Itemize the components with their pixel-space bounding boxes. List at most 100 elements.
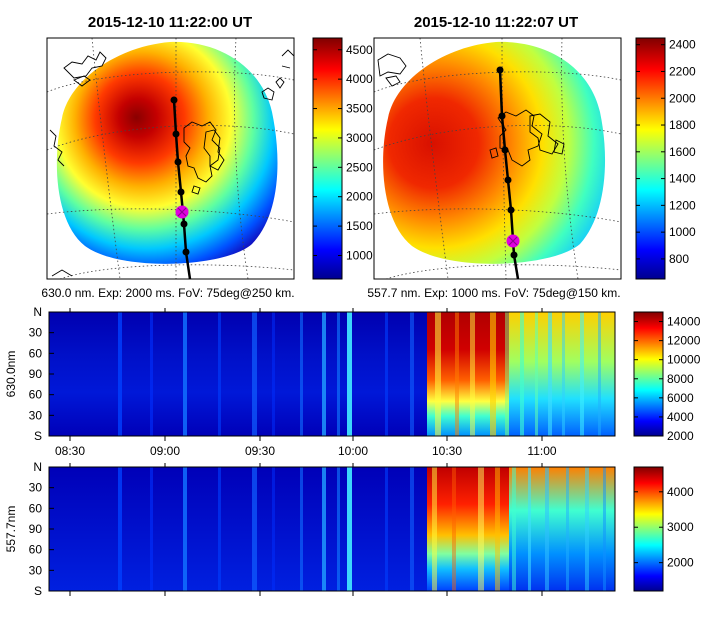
panel1-caption: 630.0 nm. Exp: 2000 ms. FoV: 75deg@250 k… <box>41 286 294 300</box>
keogram-stripe <box>535 312 538 436</box>
trajectory-point <box>177 188 185 196</box>
colorbar-tick-label: 2000 <box>669 91 696 105</box>
keogram-stripe <box>495 467 500 591</box>
keogram-630-ylabel: 630.0nm <box>4 351 18 398</box>
keogram-stripe <box>520 312 524 436</box>
keogram-ytick-label: 90 <box>29 522 43 536</box>
keogram-630-stripes <box>118 312 414 436</box>
keogram-stripe <box>252 467 257 591</box>
keogram-stripe <box>528 467 531 591</box>
keogram-ytick-label: N <box>33 305 42 319</box>
keogram-stripe <box>322 467 326 591</box>
keogram-xtick-label: 08:30 <box>55 444 85 458</box>
keogram-stripe <box>118 467 122 591</box>
keogram-stripe <box>218 467 221 591</box>
colorbar-tick-label: 1800 <box>669 118 696 132</box>
colorbar-tick-label: 2400 <box>669 38 696 52</box>
keogram-ytick-label: 60 <box>29 543 43 557</box>
keogram-557-active-tail <box>509 467 615 591</box>
trajectory-point <box>170 96 178 104</box>
keogram-stripe <box>322 312 326 436</box>
keogram-ytick-label: 30 <box>29 481 43 495</box>
trajectory-point <box>172 130 180 138</box>
keogram-ytick-label: 60 <box>29 346 43 360</box>
colorbar-tick-label: 6000 <box>667 391 694 405</box>
panel2-coastline <box>377 53 565 167</box>
keogram-ytick-label: S <box>34 429 42 443</box>
panel1-sky-image <box>56 41 278 264</box>
colorbar-tick-label: 4000 <box>346 72 373 86</box>
keogram-ytick-label: 30 <box>29 408 43 422</box>
keogram-stripe <box>337 467 340 591</box>
keogram-xtick-label: 09:30 <box>245 444 275 458</box>
keogram-stripe <box>410 312 414 436</box>
keogram-xtick-label: 11:00 <box>527 444 556 458</box>
keogram-stripe <box>455 312 459 436</box>
trajectory-point <box>501 146 509 154</box>
keogram-stripe <box>150 467 153 591</box>
colorbar-tick-label: 1500 <box>346 219 373 233</box>
keogram-stripe <box>118 312 122 436</box>
colorbar-tick-label: 2000 <box>667 556 694 570</box>
trajectory-point <box>504 176 512 184</box>
colorbar-tick-label: 2500 <box>346 160 373 174</box>
keogram-stripe <box>566 467 569 591</box>
keogram-stripe <box>585 467 589 591</box>
keogram-stripe <box>272 312 275 436</box>
trajectory-point <box>180 220 188 228</box>
colorbar-tick-label: 4000 <box>667 485 694 499</box>
keogram-ytick-label: S <box>34 584 42 598</box>
colorbar-557-keogram: 2000 3000 4000 <box>633 466 694 592</box>
keogram-xtick-label: 10:30 <box>432 444 462 458</box>
panel1-coastline <box>49 49 294 277</box>
keogram-557-ylabel: 557.7nm <box>4 506 18 553</box>
colorbar-tick-label: 12000 <box>667 334 701 348</box>
trajectory-point <box>498 112 506 120</box>
keogram-630: N 30 60 90 60 30 S 630.0nm 08:30 09:00 09:30 10:0… <box>4 305 616 458</box>
keogram-stripe <box>470 312 475 436</box>
allsky-panel-630: 2015-12-10 11:22:00 UT <box>41 14 294 300</box>
keogram-stripe <box>150 312 153 436</box>
panel1-grid <box>47 38 294 279</box>
keogram-stripe <box>490 312 496 436</box>
keogram-stripe <box>347 467 352 591</box>
colorbar-tick-label: 800 <box>669 252 689 266</box>
colorbar-tick-label: 1000 <box>669 225 696 239</box>
panel2-caption: 557.7 nm. Exp: 1000 ms. FoV: 75deg@150 k… <box>367 286 620 300</box>
keogram-stripe <box>603 467 606 591</box>
colorbar-tick-label: 1200 <box>669 198 696 212</box>
colorbar-tick-label: 3000 <box>667 520 694 534</box>
keogram-630-active-stripes <box>435 312 601 436</box>
keogram-557-active-stripes <box>432 467 606 591</box>
trajectory-point <box>510 251 518 259</box>
colorbar-630-allsky: 1000 1500 2000 2500 3000 3500 4000 4500 <box>312 37 373 280</box>
colorbar-tick-label: 1000 <box>346 248 373 262</box>
panel2-trajectory <box>496 66 520 279</box>
keogram-stripe <box>300 312 303 436</box>
keogram-557-stripes <box>118 467 414 591</box>
keogram-stripe <box>505 312 509 436</box>
keogram-stripe <box>562 312 565 436</box>
keogram-ytick-label: 30 <box>29 326 43 340</box>
colorbar-557-allsky: 800 1000 1200 1400 1600 1800 2000 2200 2400 <box>635 37 696 280</box>
colorbar-tick-label: 1400 <box>669 172 696 186</box>
keogram-ytick-label: 30 <box>29 563 43 577</box>
keogram-ytick-label: N <box>33 460 42 474</box>
colorbar-tick-label: 2000 <box>346 190 373 204</box>
keogram-stripe <box>183 467 187 591</box>
keogram-stripe <box>478 467 484 591</box>
panel1-trajectory <box>170 96 192 279</box>
colorbar-tick-label: 3500 <box>346 102 373 116</box>
colorbar-tick-label: 2000 <box>667 429 694 443</box>
keogram-stripe <box>385 467 388 591</box>
keogram-stripe <box>432 467 437 591</box>
keogram-stripe <box>435 312 441 436</box>
keogram-stripe <box>385 312 388 436</box>
colorbar-tick-label: 8000 <box>667 372 694 386</box>
colorbar-tick-label: 14000 <box>667 315 701 329</box>
keogram-stripe <box>452 467 456 591</box>
keogram-stripe <box>548 312 552 436</box>
keogram-stripe <box>598 312 601 436</box>
panel1-title: 2015-12-10 11:22:00 UT <box>88 14 252 31</box>
keogram-stripe <box>545 467 549 591</box>
